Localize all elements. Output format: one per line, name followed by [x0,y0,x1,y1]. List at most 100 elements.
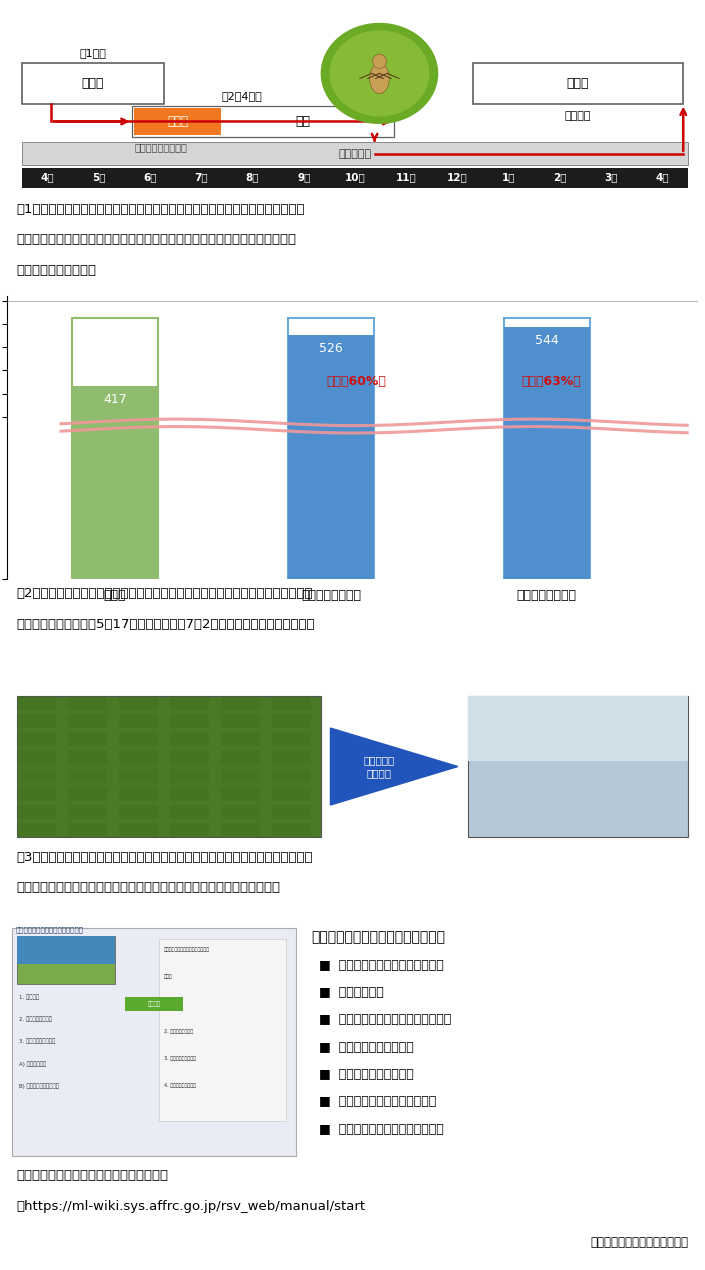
Bar [17,805,56,819]
Text: 図４　イネ縞葉枯病の総合防除マニュアル: 図４ イネ縞葉枯病の総合防除マニュアル [17,1170,169,1182]
Bar [221,696,260,710]
Text: 図1　媒介虫の適期防除の考え方。水田に飛来する成虫とその次の世代の幼虫を: 図1 媒介虫の適期防除の考え方。水田に飛来する成虫とその次の世代の幼虫を [17,203,305,216]
Bar [17,936,115,964]
Bar [118,732,158,747]
Text: 544: 544 [535,334,558,347]
Text: 防除後すす
すき込み: 防除後すす すき込み [364,754,395,779]
Text: の間に再生稲や雑草をすき込んで保毒虫率の高い個体群の越冬を防ぐ。: の間に再生稲や雑草をすき込んで保毒虫率の高い個体群の越冬を防ぐ。 [17,881,281,894]
Text: コムギ: コムギ [567,77,589,90]
Text: 3. イネ縞葉枯病の特徴: 3. イネ縞葉枯病の特徴 [19,1039,55,1044]
Bar [221,714,260,728]
Bar [221,751,260,765]
Bar [170,732,209,747]
Bar [118,823,158,837]
Text: https://ml-wiki.sys.affrc.go.jp/rsv_web/manual/start: https://ml-wiki.sys.affrc.go.jp/rsv_web/… [17,1200,366,1213]
Text: 防除する。イネ播種時または移植時に薬剤処理を行い、必要に応じて本田で: 防除する。イネ播種時または移植時に薬剤処理を行い、必要に応じて本田で [17,234,297,246]
Text: 4月: 4月 [41,173,54,183]
Bar [68,732,107,747]
Text: イネ: イネ [295,116,310,128]
Bar [271,823,311,837]
Bar [125,997,183,1011]
Bar [221,732,260,747]
Bar [221,787,260,801]
Bar [221,805,260,819]
Bar [17,823,56,837]
Polygon shape [331,728,458,805]
Text: ■  イネ縞葉枯病の情報を幅広く掲載: ■ イネ縞葉枯病の情報を幅広く掲載 [319,1013,451,1026]
Bar [472,64,683,104]
Bar [221,768,260,782]
Bar [170,696,209,710]
Bar [170,787,209,801]
Text: 2. イネ縞葉枯病とは: 2. イネ縞葉枯病とは [164,1029,193,1034]
Bar [288,319,374,579]
Bar [17,714,56,728]
Text: もくじ: もくじ [164,974,173,979]
Bar [17,936,115,984]
Ellipse shape [369,64,389,94]
Bar [68,805,107,819]
Text: ■  地域や作型に応じた防除事例: ■ 地域や作型に応じた防除事例 [319,1096,436,1109]
Text: の防除を追加する。: の防除を追加する。 [17,264,97,277]
Bar [68,696,107,710]
Bar [72,319,158,579]
Text: イネ縞葉枯病の総合防除マニュアル: イネ縞葉枯病の総合防除マニュアル [164,946,210,951]
Text: 6月: 6月 [143,173,157,183]
Text: ■  最新の研究成果を紹介: ■ 最新の研究成果を紹介 [319,1040,413,1054]
Text: 図2　薬剤防除の現地実証試験の一例（茨城県筑西市における試験結果、品種：コ: 図2 薬剤防除の現地実証試験の一例（茨城県筑西市における試験結果、品種：コ [17,588,313,601]
Text: A) 防除の考え方: A) 防除の考え方 [19,1060,46,1067]
Text: 5月: 5月 [92,173,105,183]
Bar [22,64,164,104]
Text: 要防除: 要防除 [167,116,188,128]
Text: 417: 417 [103,392,127,405]
Bar [118,805,158,819]
Text: 2月: 2月 [553,173,567,183]
Text: （柴卓也、奥田充、平江雅宏）: （柴卓也、奥田充、平江雅宏） [590,1236,688,1250]
Bar [170,768,209,782]
Text: ■  イネ縞葉枯病についてのＦＡＱ: ■ イネ縞葉枯病についてのＦＡＱ [319,1123,443,1135]
Text: 3. イネ縞葉枯病の特徴: 3. イネ縞葉枯病の特徴 [164,1055,196,1060]
Bar [170,751,209,765]
Bar [467,696,688,837]
Bar [271,768,311,782]
Bar [133,105,394,137]
Bar [72,386,158,579]
Bar [68,787,107,801]
Bar [503,319,590,579]
Text: 2. イネ縞葉枯病とは: 2. イネ縞葉枯病とは [19,1016,51,1022]
Bar [271,787,311,801]
Text: B) 防除のフローチャート: B) 防除のフローチャート [19,1083,59,1088]
Bar [17,768,56,782]
Ellipse shape [321,23,439,124]
Bar [221,823,260,837]
Text: 11月: 11月 [396,173,417,183]
Bar [170,823,209,837]
Bar [170,805,209,819]
Bar [17,696,321,837]
Bar [17,696,56,710]
Text: 虫数　63%減: 虫数 63%減 [521,375,581,387]
Bar [118,751,158,765]
Bar [271,751,311,765]
Text: 526: 526 [319,342,343,356]
Text: ■  随時情報更新: ■ 随時情報更新 [319,986,384,999]
Bar [288,335,374,579]
Bar [503,326,590,579]
Bar [118,768,158,782]
Text: 農研機構: 農研機構 [147,1002,161,1007]
Bar [12,928,296,1156]
Bar [118,714,158,728]
Ellipse shape [329,30,429,117]
Text: 7月: 7月 [195,173,208,183]
Text: 4月: 4月 [656,173,669,183]
Text: 9月: 9月 [297,173,310,183]
Bar [68,751,107,765]
Text: 1月: 1月 [502,173,515,183]
Bar [170,714,209,728]
Bar [118,696,158,710]
Text: 図3　圃場管理の考え方。イネ収穫後水田は媒介虫の保毒虫率が上昇するので、冬: 図3 圃場管理の考え方。イネ収穫後水田は媒介虫の保毒虫率が上昇するので、冬 [17,851,313,864]
Bar [271,714,311,728]
Text: 8月: 8月 [245,173,259,183]
Text: イネ縞葉枯病の総合防除マニュアル: イネ縞葉枯病の総合防除マニュアル [16,926,84,933]
Text: （幼穂形成期まで）: （幼穂形成期まで） [135,142,188,152]
